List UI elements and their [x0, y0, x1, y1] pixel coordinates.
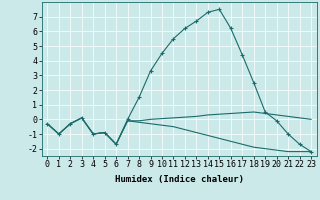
X-axis label: Humidex (Indice chaleur): Humidex (Indice chaleur) [115, 175, 244, 184]
